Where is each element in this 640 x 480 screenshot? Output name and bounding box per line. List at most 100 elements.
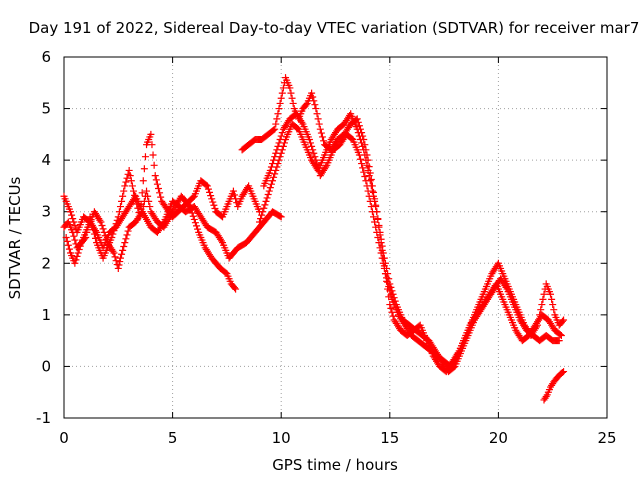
- data-point: [278, 129, 286, 137]
- data-point: [502, 283, 510, 291]
- data-point: [372, 203, 380, 211]
- data-point: [270, 126, 278, 134]
- data-point: [119, 192, 127, 200]
- data-point: [189, 212, 197, 220]
- data-point: [388, 287, 396, 295]
- data-point: [119, 246, 127, 254]
- data-point: [146, 203, 154, 211]
- series-trace-b: [60, 192, 285, 262]
- data-point: [255, 218, 263, 226]
- data-point: [229, 187, 237, 195]
- data-point: [387, 304, 395, 312]
- data-point: [128, 182, 136, 190]
- x-tick-label: 5: [168, 429, 178, 447]
- data-point: [151, 172, 159, 180]
- data-point: [260, 204, 268, 212]
- data-point: [366, 177, 374, 185]
- data-point: [70, 218, 78, 226]
- data-point: [109, 247, 117, 255]
- data-point: [270, 173, 278, 181]
- data-point: [69, 215, 77, 223]
- data-point: [71, 221, 79, 229]
- data-point: [148, 141, 156, 149]
- data-point: [262, 197, 270, 205]
- data-point: [379, 249, 387, 257]
- data-point: [540, 290, 548, 298]
- y-tick-label: -1: [36, 409, 51, 427]
- x-tick-label: 15: [380, 429, 399, 447]
- data-point: [315, 120, 323, 128]
- data-point: [316, 125, 324, 133]
- data-point: [378, 242, 386, 250]
- data-point: [101, 232, 109, 240]
- data-point: [141, 153, 149, 161]
- data-point: [276, 153, 284, 161]
- data-point: [63, 237, 71, 245]
- data-layer: [60, 74, 568, 404]
- data-point: [127, 177, 135, 185]
- data-point: [120, 243, 128, 251]
- data-point: [380, 254, 388, 262]
- x-tick-label: 10: [272, 429, 291, 447]
- data-point: [217, 237, 225, 245]
- data-point: [312, 105, 320, 113]
- data-point: [210, 201, 218, 209]
- data-point: [542, 393, 550, 401]
- data-point: [118, 250, 126, 258]
- data-point: [112, 257, 120, 265]
- data-point: [310, 149, 318, 157]
- data-point: [264, 191, 272, 199]
- data-point: [286, 84, 294, 92]
- data-point: [311, 101, 319, 109]
- data-point: [353, 125, 361, 133]
- data-point: [231, 191, 239, 199]
- data-point: [156, 189, 164, 197]
- data-point: [370, 213, 378, 221]
- data-point: [538, 301, 546, 309]
- y-tick-label: 1: [41, 306, 51, 324]
- data-point: [121, 239, 129, 247]
- data-point: [122, 235, 130, 243]
- y-tick-label: 6: [41, 48, 51, 66]
- data-point: [280, 139, 288, 147]
- data-point: [207, 192, 215, 200]
- data-point: [206, 188, 214, 196]
- data-point: [389, 290, 397, 298]
- data-point: [257, 215, 265, 223]
- data-point: [98, 221, 106, 229]
- data-point: [356, 136, 364, 144]
- data-point: [371, 197, 379, 205]
- data-point: [384, 270, 392, 278]
- data-point: [311, 153, 319, 161]
- data-point: [558, 368, 566, 376]
- data-point: [147, 130, 155, 138]
- data-point: [272, 166, 280, 174]
- data-point: [71, 236, 79, 244]
- data-point: [138, 189, 146, 197]
- data-point: [550, 306, 558, 314]
- data-point: [279, 84, 287, 92]
- data-point: [185, 201, 193, 209]
- data-point: [381, 259, 389, 267]
- data-point: [390, 294, 398, 302]
- series-trace-f: [255, 110, 563, 376]
- data-point: [355, 132, 363, 140]
- data-point: [560, 316, 568, 324]
- data-point: [277, 149, 285, 157]
- data-point: [154, 185, 162, 193]
- data-point: [317, 129, 325, 137]
- data-point: [67, 208, 75, 216]
- data-point: [310, 97, 318, 105]
- data-point: [269, 177, 277, 185]
- x-tick-label: 25: [597, 429, 616, 447]
- data-point: [555, 337, 563, 345]
- data-point: [116, 254, 124, 262]
- data-point: [361, 172, 369, 180]
- data-point: [302, 101, 310, 109]
- data-point: [139, 203, 147, 211]
- series-trace-c: [62, 187, 240, 293]
- data-point: [374, 234, 382, 241]
- data-point: [138, 208, 146, 216]
- data-point: [231, 284, 239, 292]
